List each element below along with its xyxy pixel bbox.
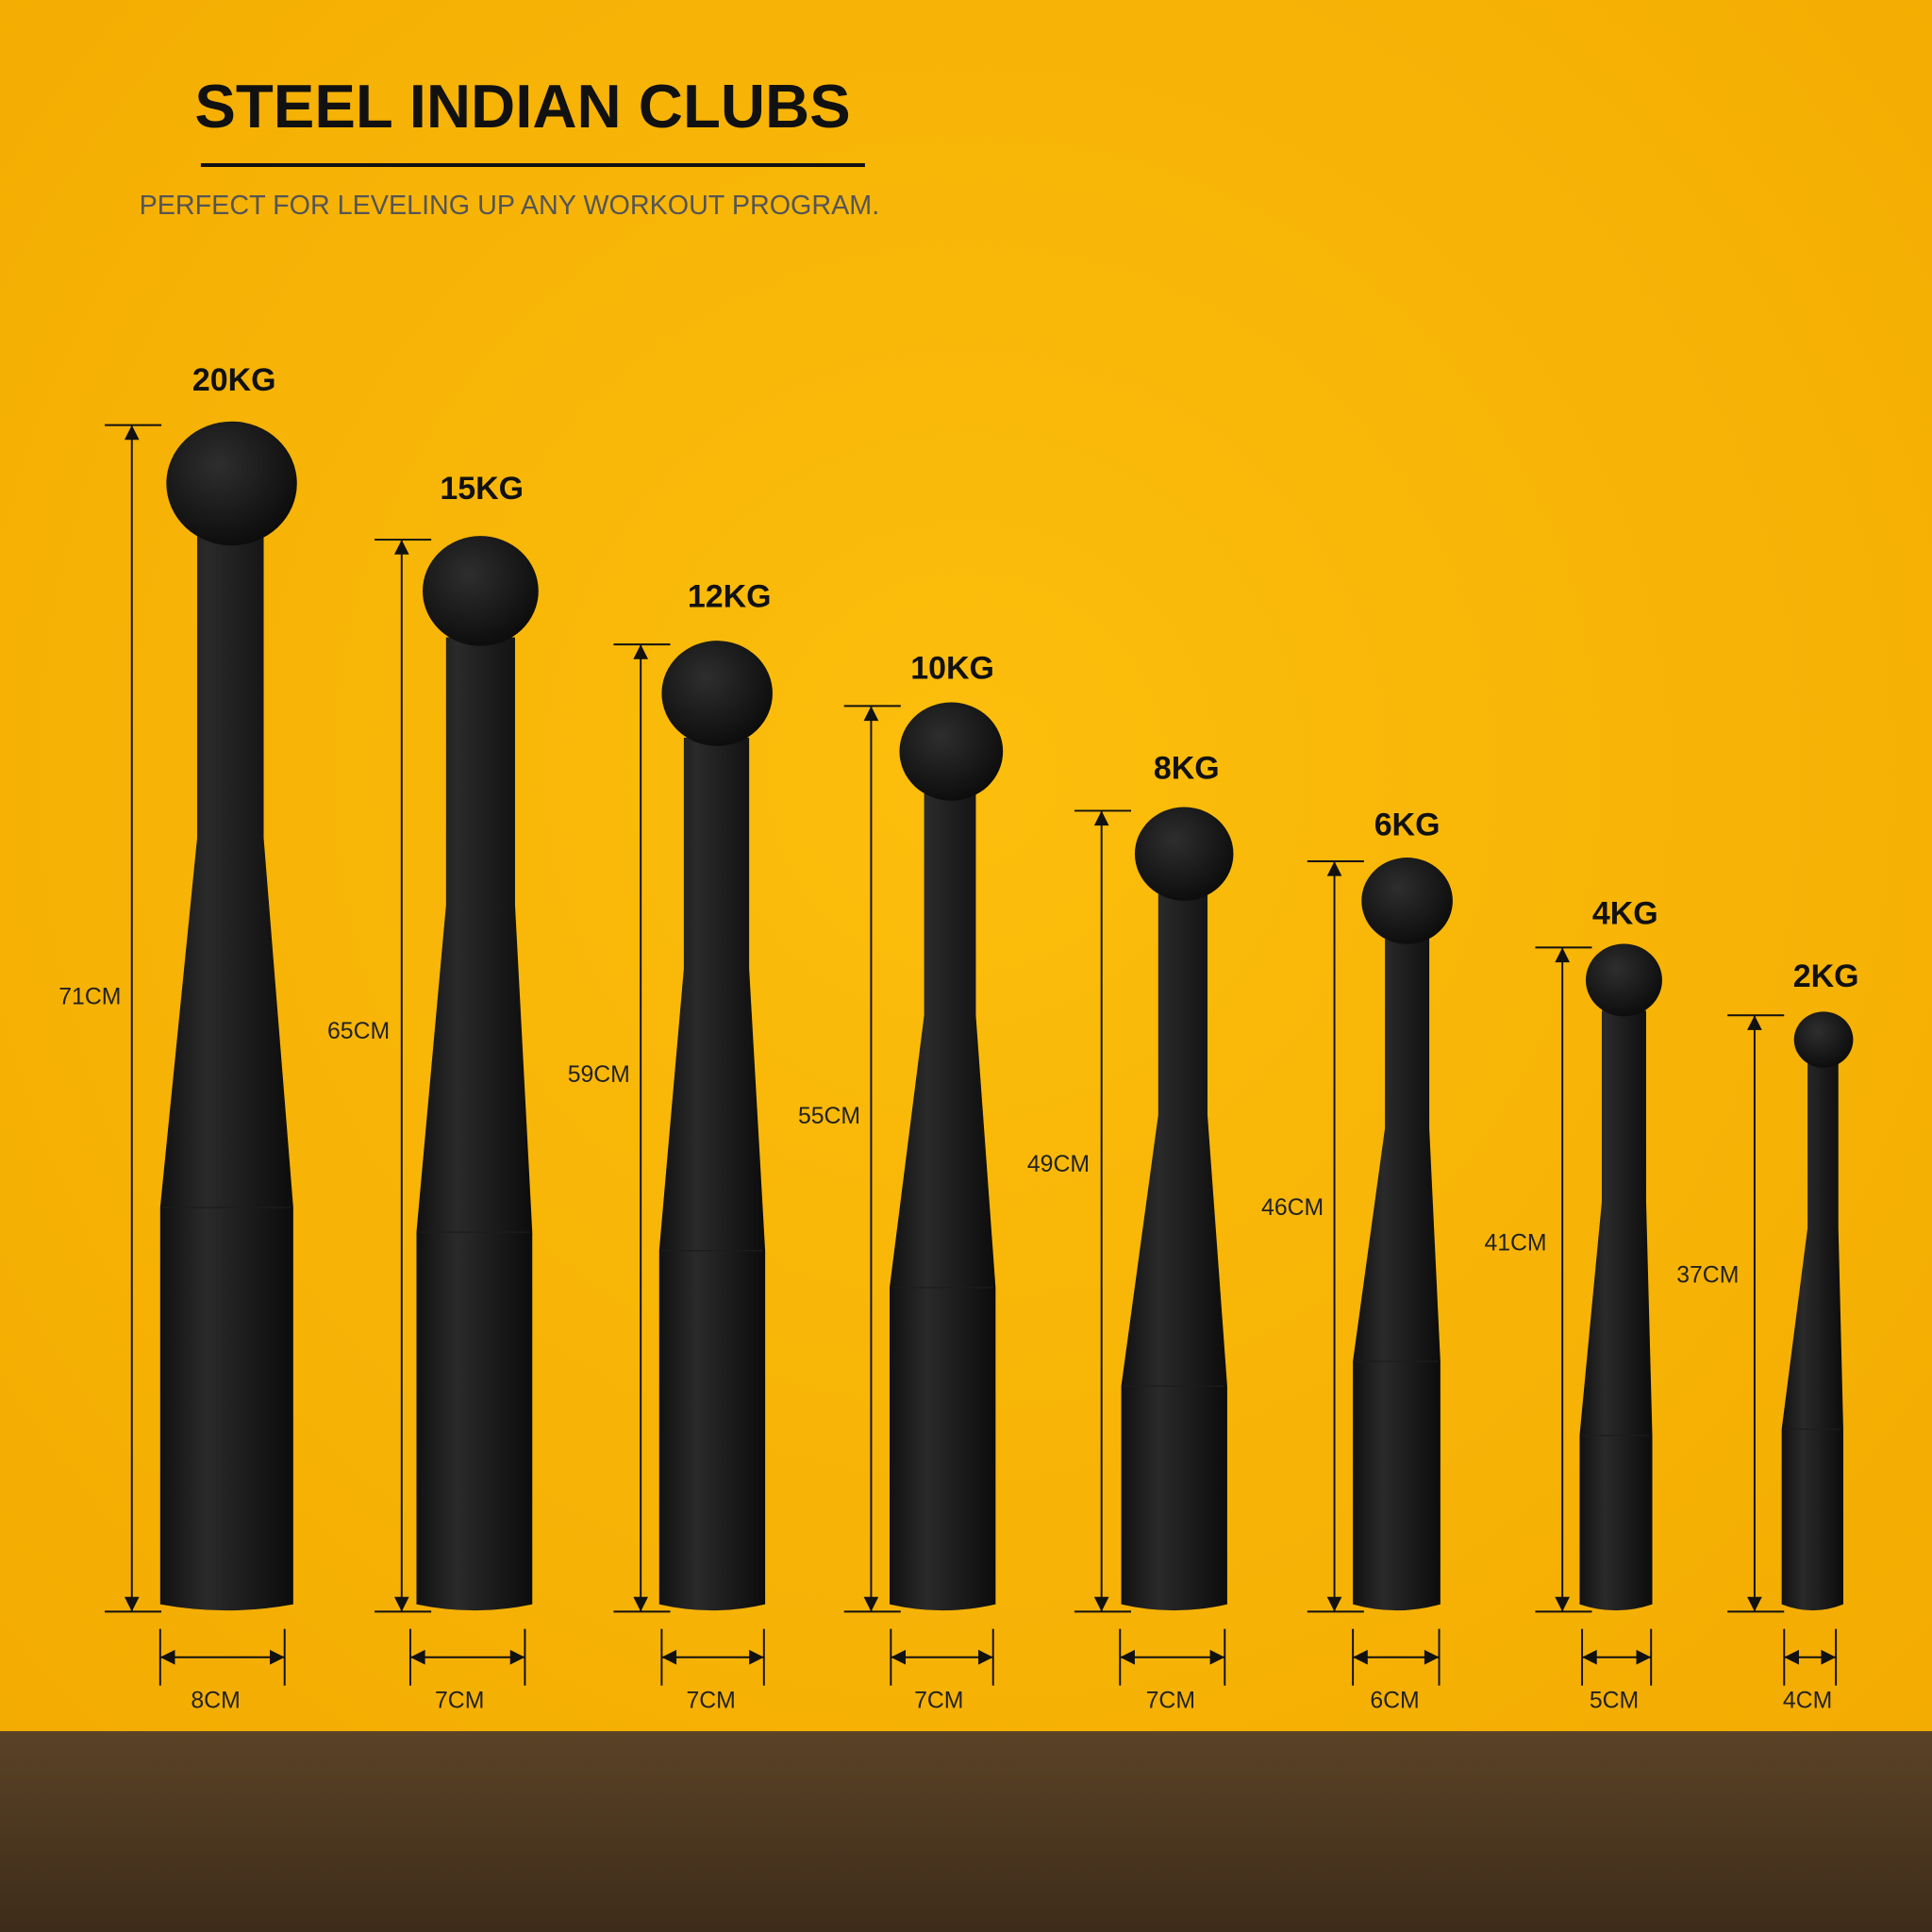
height-label: 59CM	[568, 1062, 630, 1088]
subtitle: PERFECT FOR LEVELING UP ANY WORKOUT PROG…	[140, 191, 880, 221]
height-label: 49CM	[1027, 1152, 1090, 1177]
height-label: 71CM	[58, 985, 121, 1010]
club-body	[159, 535, 293, 1611]
width-arrow	[1582, 1649, 1652, 1665]
club-ball	[1793, 1011, 1854, 1068]
height-label: 37CM	[1676, 1263, 1739, 1289]
club-body	[1781, 1063, 1843, 1611]
club-ball	[1361, 858, 1453, 944]
width-label: 7CM	[686, 1688, 735, 1713]
floor	[0, 1731, 1932, 1932]
height-label: 55CM	[798, 1104, 860, 1129]
height-label: 65CM	[327, 1019, 390, 1044]
height-label: 46CM	[1261, 1195, 1324, 1221]
height-label: 41CM	[1484, 1231, 1546, 1257]
club-ball	[1134, 807, 1234, 901]
width-label: 5CM	[1590, 1688, 1639, 1713]
club-body	[416, 637, 533, 1611]
weight-label: 4KG	[1592, 895, 1658, 931]
club-body	[1121, 892, 1227, 1611]
weight-label: 2KG	[1793, 958, 1859, 994]
width-label: 6CM	[1370, 1688, 1419, 1713]
club-ball	[423, 536, 539, 646]
clubs: 20KG 71CM 8CM 15KG 65CM 7CM 12KG 59CM 7CM 10KG 55C…	[58, 362, 1858, 1713]
width-label: 8CM	[191, 1688, 240, 1713]
club-ball	[899, 702, 1004, 801]
width-label: 7CM	[1146, 1688, 1195, 1713]
weight-label: 12KG	[688, 579, 772, 615]
weight-label: 15KG	[440, 471, 524, 507]
club-body	[890, 792, 996, 1611]
weight-label: 10KG	[910, 650, 994, 686]
club-ball	[166, 421, 297, 546]
width-label: 4CM	[1783, 1688, 1832, 1713]
club-ball	[1585, 943, 1662, 1017]
club-body	[1579, 1010, 1653, 1611]
club-body	[1353, 937, 1441, 1611]
title: STEEL INDIAN CLUBS	[194, 72, 850, 141]
width-arrow	[1784, 1649, 1837, 1665]
club-body	[658, 738, 766, 1611]
club-ball	[661, 641, 773, 746]
weight-label: 20KG	[192, 362, 276, 398]
width-label: 7CM	[435, 1688, 484, 1713]
weight-label: 8KG	[1154, 750, 1220, 786]
weight-label: 6KG	[1374, 807, 1441, 842]
width-label: 7CM	[914, 1688, 963, 1713]
width-arrow	[159, 1649, 285, 1665]
